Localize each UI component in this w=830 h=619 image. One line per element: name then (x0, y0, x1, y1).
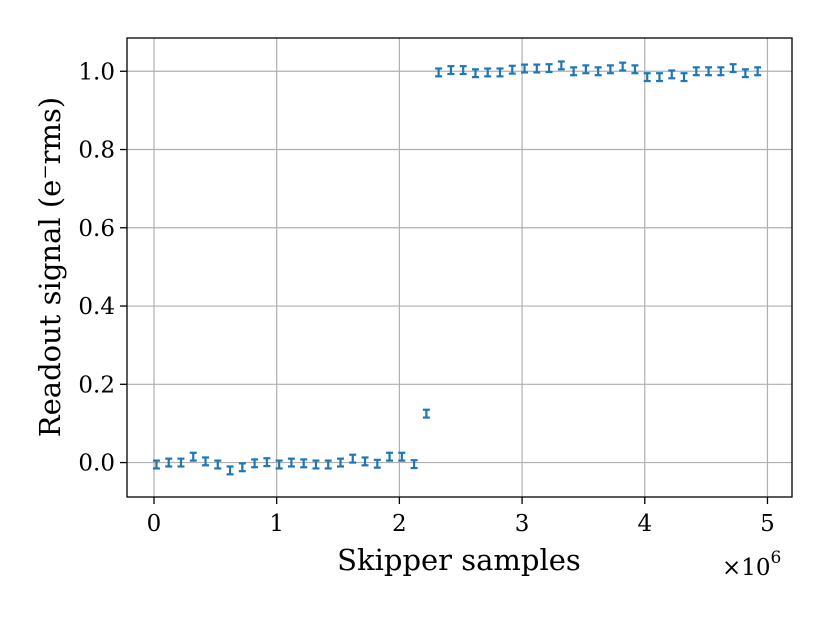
data-point (643, 72, 651, 83)
data-point (717, 66, 725, 77)
data-point (594, 66, 602, 77)
y-tick-label: 1.0 (78, 59, 115, 85)
data-point (754, 66, 762, 77)
data-point (582, 64, 590, 75)
data-point (177, 457, 185, 468)
data-point (545, 63, 553, 74)
y-axis-label: Readout signal (e⁻rms) (33, 97, 67, 437)
x-tick-label: 0 (147, 511, 162, 537)
y-tick-label: 0.6 (78, 216, 115, 242)
data-point (238, 462, 246, 473)
data-point (410, 459, 418, 470)
data-point (692, 66, 700, 77)
data-points (152, 60, 762, 476)
x-offset-exponent: 6 (771, 548, 782, 568)
data-point (557, 60, 565, 71)
axis-ticks: 0 1 2 3 4 5 0.0 0.2 0.4 0.6 0.8 1.0 (78, 59, 774, 537)
data-point (214, 459, 222, 470)
y-tick-label: 0.2 (78, 372, 115, 398)
y-tick-label: 0.8 (78, 138, 115, 164)
data-point (226, 465, 234, 476)
data-point (631, 64, 639, 75)
data-point (668, 69, 676, 80)
x-tick-label: 5 (760, 511, 775, 537)
data-point (300, 458, 308, 469)
data-point (680, 72, 688, 83)
data-point (398, 451, 406, 462)
data-point (606, 64, 614, 75)
data-point (312, 459, 320, 470)
data-point (263, 457, 271, 468)
data-point (361, 456, 369, 467)
data-point (349, 453, 357, 464)
y-tick-label: 0.0 (78, 451, 115, 477)
x-tick-label: 1 (269, 511, 284, 537)
data-point (202, 456, 210, 467)
x-axis-label: Skipper samples (337, 543, 581, 577)
data-point (508, 64, 516, 75)
plot-frame (126, 37, 793, 498)
data-point (275, 459, 283, 470)
x-tick-label: 4 (637, 511, 652, 537)
data-point (741, 68, 749, 79)
data-point (165, 457, 173, 468)
y-tick-label: 0.4 (78, 294, 115, 320)
x-tick-label: 3 (515, 511, 530, 537)
data-point (484, 67, 492, 78)
data-point (189, 451, 197, 462)
data-point (705, 66, 713, 77)
x-offset-label: ×106 (722, 548, 781, 581)
data-point (422, 408, 430, 419)
data-point (447, 65, 455, 76)
data-point (619, 61, 627, 72)
x-tick-label: 2 (392, 511, 407, 537)
data-point (471, 68, 479, 79)
data-point (336, 457, 344, 468)
data-point (287, 457, 295, 468)
data-point (386, 451, 394, 462)
data-point (496, 67, 504, 78)
data-point (324, 459, 332, 470)
data-point (152, 459, 160, 470)
data-point (655, 72, 663, 83)
x-offset-base: ×10 (722, 555, 771, 581)
data-point (570, 66, 578, 77)
data-point (373, 458, 381, 469)
data-point (459, 65, 467, 76)
data-point (729, 63, 737, 74)
data-point (521, 63, 529, 74)
data-point (251, 458, 259, 469)
grid-lines (127, 38, 792, 497)
data-point (533, 63, 541, 74)
data-point (435, 67, 443, 78)
